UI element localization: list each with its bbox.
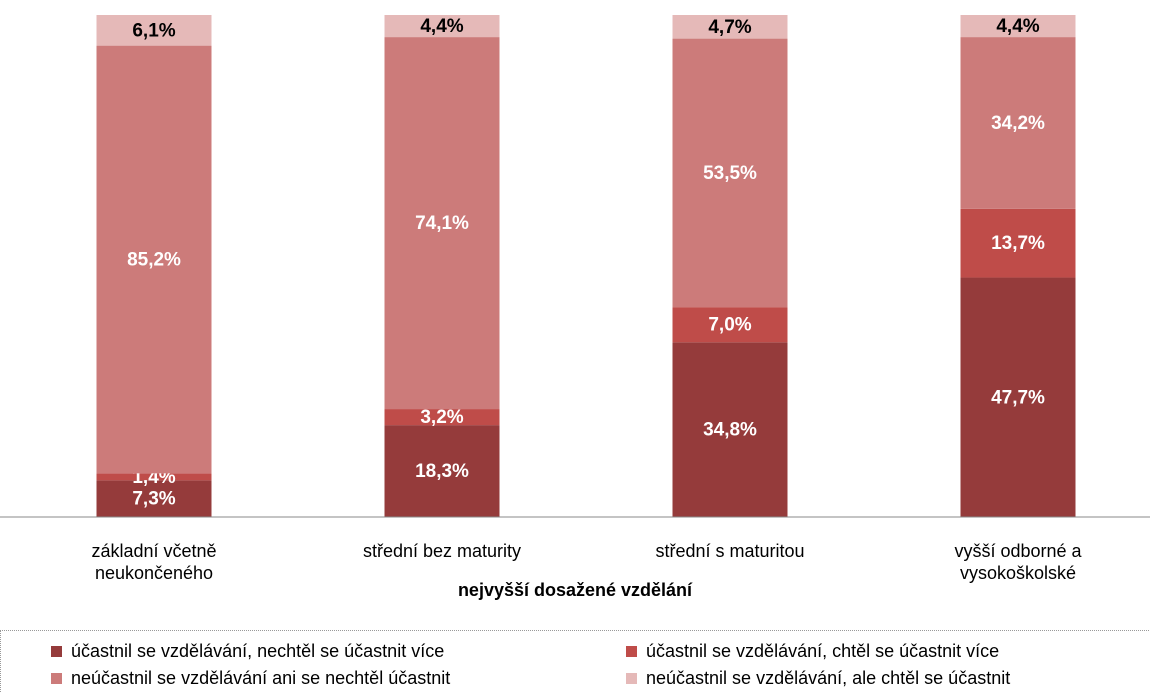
legend-swatch <box>626 646 637 657</box>
legend-label: účastnil se vzdělávání, nechtěl se účast… <box>71 641 445 661</box>
legend-item: neúčastnil se vzdělávání, ale chtěl se ú… <box>626 668 1010 689</box>
data-label: 74,1% <box>415 213 469 234</box>
data-label: 6,1% <box>132 20 175 41</box>
bar-segment <box>384 425 500 517</box>
data-label: 53,5% <box>703 163 757 184</box>
data-label: 4,7% <box>708 17 751 38</box>
bar-segment <box>960 15 1076 38</box>
bar-segment <box>960 208 1076 278</box>
data-label: 34,8% <box>703 420 757 441</box>
bar-segment <box>960 37 1076 209</box>
legend-swatch <box>51 673 62 684</box>
bar-segment <box>96 480 212 517</box>
data-label: 4,4% <box>420 16 463 37</box>
legend-item: účastnil se vzdělávání, chtěl se účastni… <box>626 641 999 662</box>
bar-segment <box>96 15 212 46</box>
bar-segment <box>672 342 788 517</box>
bar-segment <box>672 38 788 308</box>
data-label: 47,7% <box>991 387 1045 408</box>
legend-swatch <box>51 646 62 657</box>
bar-segment <box>672 15 788 39</box>
data-label: 7,0% <box>708 315 751 336</box>
data-label: 85,2% <box>127 249 181 270</box>
legend-item: účastnil se vzdělávání, nechtěl se účast… <box>51 641 444 662</box>
data-label: 34,2% <box>991 113 1045 134</box>
bar-segment <box>384 409 500 426</box>
x-tick-label: střední s maturitou <box>655 541 805 561</box>
data-label: 4,4% <box>996 16 1039 37</box>
legend-label: účastnil se vzdělávání, chtěl se účastni… <box>646 641 1000 661</box>
legend-swatch <box>626 673 637 684</box>
bar-segment <box>384 15 500 38</box>
bar-segment <box>672 307 788 343</box>
legend-label: neúčastnil se vzdělávání, ale chtěl se ú… <box>646 668 1011 688</box>
bar-segment <box>96 473 212 481</box>
data-label: 18,3% <box>415 461 469 482</box>
legend-label: neúčastnil se vzdělávání ani se nechtěl … <box>71 668 451 688</box>
legend-item: neúčastnil se vzdělávání ani se nechtěl … <box>51 668 450 689</box>
data-label: 7,3% <box>132 489 175 510</box>
bar-segment <box>384 37 500 410</box>
data-label: 13,7% <box>991 233 1045 254</box>
bar-segment <box>96 45 212 474</box>
x-axis-label: nejvyšší dosažené vzdělání <box>457 580 693 600</box>
x-tick-label: vyšší odborné a vysokoškolské <box>954 541 1082 583</box>
legend: účastnil se vzdělávání, nechtěl se účast… <box>0 630 1149 693</box>
x-tick-label: základní včetně neukončeného <box>91 541 217 583</box>
bar-segment <box>960 277 1076 517</box>
x-tick-label: střední bez maturity <box>362 541 522 561</box>
data-label: 3,2% <box>420 407 463 428</box>
